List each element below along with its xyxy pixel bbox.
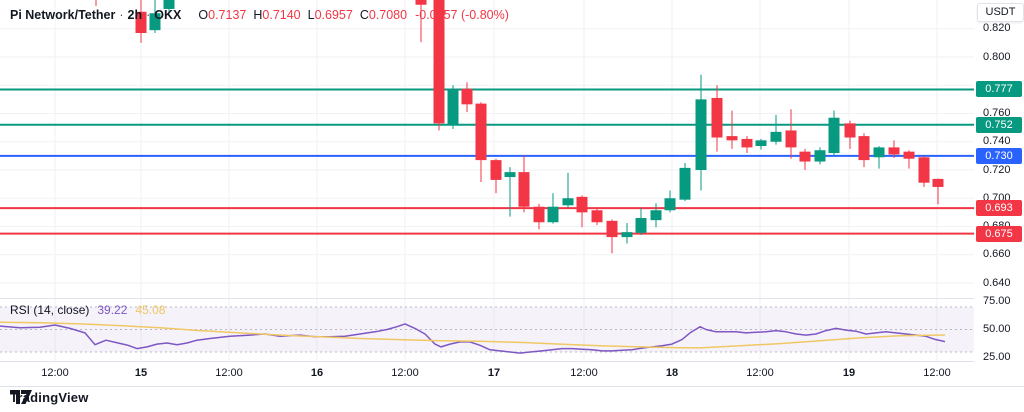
price-tick-label: 0.820: [983, 22, 1011, 35]
candle-body: [679, 167, 691, 200]
open-value: 0.7137: [208, 8, 247, 22]
tradingview-glyph-icon: [10, 390, 32, 404]
candle-body: [918, 157, 930, 183]
ohlc-readout: O0.7137 H0.7140 L0.6957 C0.7080: [191, 8, 407, 22]
time-tick-hour: 12:00: [215, 367, 243, 379]
candle-body: [873, 147, 885, 158]
candle-body: [844, 123, 856, 138]
candle-body: [461, 88, 473, 105]
candle-body: [755, 140, 767, 146]
low-label: L: [307, 8, 315, 22]
symbol-legend: Pi Network/Tether · 2h · OKX O0.7137 H0.7140 L0…: [10, 8, 509, 22]
legend-separator: ·: [146, 8, 151, 22]
candle-body: [591, 210, 603, 223]
candle-body: [576, 196, 588, 213]
interval-label[interactable]: 2h: [127, 8, 143, 22]
change-readout: -0.0057 (-0.80%): [415, 8, 509, 22]
candle-body: [785, 130, 797, 148]
candle-body: [504, 172, 516, 178]
candle-body: [163, 0, 175, 9]
open-label: O: [198, 8, 209, 22]
candle-body: [932, 178, 944, 187]
time-tick-hour: 12:00: [746, 367, 774, 379]
rsi-value: 39.22: [97, 303, 128, 317]
price-level-badge: 0.752: [976, 116, 1022, 133]
time-tick-hour: 12:00: [923, 367, 951, 379]
time-tick-hour: 12:00: [41, 367, 69, 379]
time-tick-day: 19: [842, 367, 856, 379]
price-tick-label: 0.660: [983, 248, 1011, 261]
close-label: C: [359, 8, 369, 22]
candle-body: [799, 151, 811, 162]
candle-body: [814, 150, 826, 162]
candle-body: [533, 206, 545, 223]
rsi-legend: RSI (14, close) 39.22 45.08: [10, 303, 165, 317]
candle-body: [475, 103, 487, 161]
candle-body: [650, 210, 662, 221]
candle-body: [664, 198, 676, 211]
high-label: H: [253, 8, 263, 22]
candle-body: [635, 218, 647, 233]
candle-body: [415, 0, 427, 5]
candle-body: [726, 136, 738, 141]
high-value: 0.7140: [262, 8, 301, 22]
currency-unit-label: USDT: [977, 3, 1024, 22]
low-value: 0.6957: [314, 8, 353, 22]
candle-body: [903, 151, 915, 159]
candle-body: [711, 97, 723, 138]
exchange-label[interactable]: OKX: [154, 8, 182, 22]
candle-body: [888, 147, 900, 155]
candle-body: [770, 131, 782, 142]
candle-body: [621, 232, 633, 238]
time-tick-day: 17: [487, 367, 501, 379]
tradingview-logo[interactable]: TradingView: [10, 390, 89, 405]
rsi-tick-label: 25.00: [983, 351, 1011, 364]
candle-body: [547, 206, 559, 223]
price-tick-label: 0.760: [983, 107, 1011, 119]
rsi-tick-label: 75.00: [983, 294, 1011, 307]
price-level-badge: 0.693: [976, 200, 1022, 217]
candle-body: [433, 0, 445, 124]
price-level-badge: 0.777: [976, 81, 1022, 98]
price-tick-label: 0.800: [983, 50, 1011, 63]
candle-body: [447, 89, 459, 125]
rsi-ma-value: 45.08: [135, 303, 166, 317]
rsi-line-main: [0, 323, 946, 354]
time-tick-hour: 12:00: [570, 367, 598, 379]
rsi-tick-label: 50.00: [983, 323, 1011, 335]
candle-body: [858, 136, 870, 161]
price-scale[interactable]: USDT 0.8200.8000.7600.7400.7200.7000.680…: [974, 0, 1024, 386]
symbol-title[interactable]: Pi Network/Tether: [10, 8, 116, 22]
price-level-badge: 0.730: [976, 147, 1022, 164]
candle-body: [490, 160, 502, 180]
price-tick-label: 0.640: [983, 276, 1011, 289]
time-tick-day: 18: [665, 367, 679, 379]
rsi-indicator-title[interactable]: RSI (14, close): [10, 303, 90, 317]
candle-body: [149, 13, 161, 31]
legend-separator: ·: [119, 8, 124, 22]
price-tick-label: 0.740: [983, 135, 1011, 148]
time-tick-day: 15: [134, 367, 148, 379]
close-value: 0.7080: [368, 8, 408, 22]
candle-body: [562, 198, 574, 206]
candle-body: [695, 99, 707, 170]
candle-body: [518, 172, 530, 207]
candle-body: [828, 117, 840, 154]
time-scale[interactable]: 12:00 15 12:00 16 12:00 17 12:00 18 12:00 19 12:00: [0, 362, 974, 386]
time-tick-day: 16: [310, 367, 324, 379]
price-tick-label: 0.720: [983, 163, 1011, 176]
price-level-badge: 0.675: [976, 225, 1022, 242]
time-tick-hour: 12:00: [391, 367, 419, 379]
rsi-line-ma: [0, 321, 946, 349]
candle-body: [135, 11, 147, 33]
candle-body: [741, 138, 753, 148]
candle-body: [606, 220, 618, 238]
